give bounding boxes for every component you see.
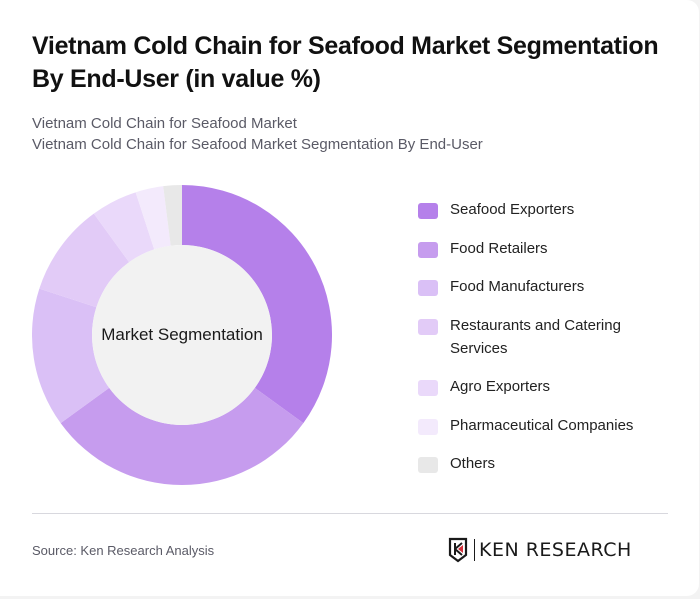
legend-item: Restaurants and Catering Services [418, 314, 678, 360]
donut-center-label: Market Segmentation [101, 325, 263, 344]
donut-segment [32, 288, 110, 424]
legend-swatch [418, 280, 438, 296]
legend-swatch [418, 418, 438, 435]
legend-item: Food Manufacturers [418, 275, 678, 298]
donut-segment [60, 387, 304, 485]
chart-legend: Seafood Exporters Food Retailers Food Ma… [418, 198, 678, 491]
donut-chart [32, 185, 332, 485]
subtitle-line-2: Vietnam Cold Chain for Seafood Market Se… [32, 136, 483, 153]
ken-research-logo-icon [448, 537, 468, 563]
legend-item: Agro Exporters [418, 375, 678, 398]
chart-title: Vietnam Cold Chain for Seafood Market Se… [32, 32, 659, 93]
donut-segment [135, 186, 171, 250]
donut-segment [182, 185, 332, 424]
logo-text: KEN RESEARCH [479, 539, 632, 561]
legend-label: Restaurants and Catering Services [450, 316, 621, 357]
legend-item: Pharmaceutical Companies [418, 414, 678, 437]
legend-item: Seafood Exporters [418, 198, 678, 221]
legend-label: Food Manufacturers [450, 278, 585, 295]
legend-label: Agro Exporters [450, 378, 551, 395]
legend-item: Others [418, 452, 678, 475]
source-note: Source: Ken Research Analysis [32, 543, 215, 558]
footer-divider [32, 513, 668, 514]
donut-hole [92, 245, 272, 425]
legend-swatch [418, 380, 438, 396]
legend-swatch [418, 457, 438, 473]
ken-research-logo: KEN RESEARCH [448, 537, 632, 563]
legend-swatch [418, 203, 438, 219]
logo-separator [474, 539, 475, 561]
legend-item: Food Retailers [418, 237, 678, 260]
subtitle-line-1: Vietnam Cold Chain for Seafood Market [32, 115, 297, 132]
legend-label: Seafood Exporters [450, 201, 575, 218]
legend-swatch [418, 318, 438, 335]
legend-label: Others [450, 455, 496, 472]
chart-subtitle: Vietnam Cold Chain for Seafood Market Vi… [32, 113, 483, 155]
donut-segment [163, 185, 182, 246]
donut-segment [93, 192, 155, 263]
legend-label: Pharmaceutical Companies [450, 416, 634, 434]
donut-segment [39, 213, 130, 308]
legend-swatch [418, 241, 438, 258]
legend-label: Food Retailers [450, 239, 548, 257]
